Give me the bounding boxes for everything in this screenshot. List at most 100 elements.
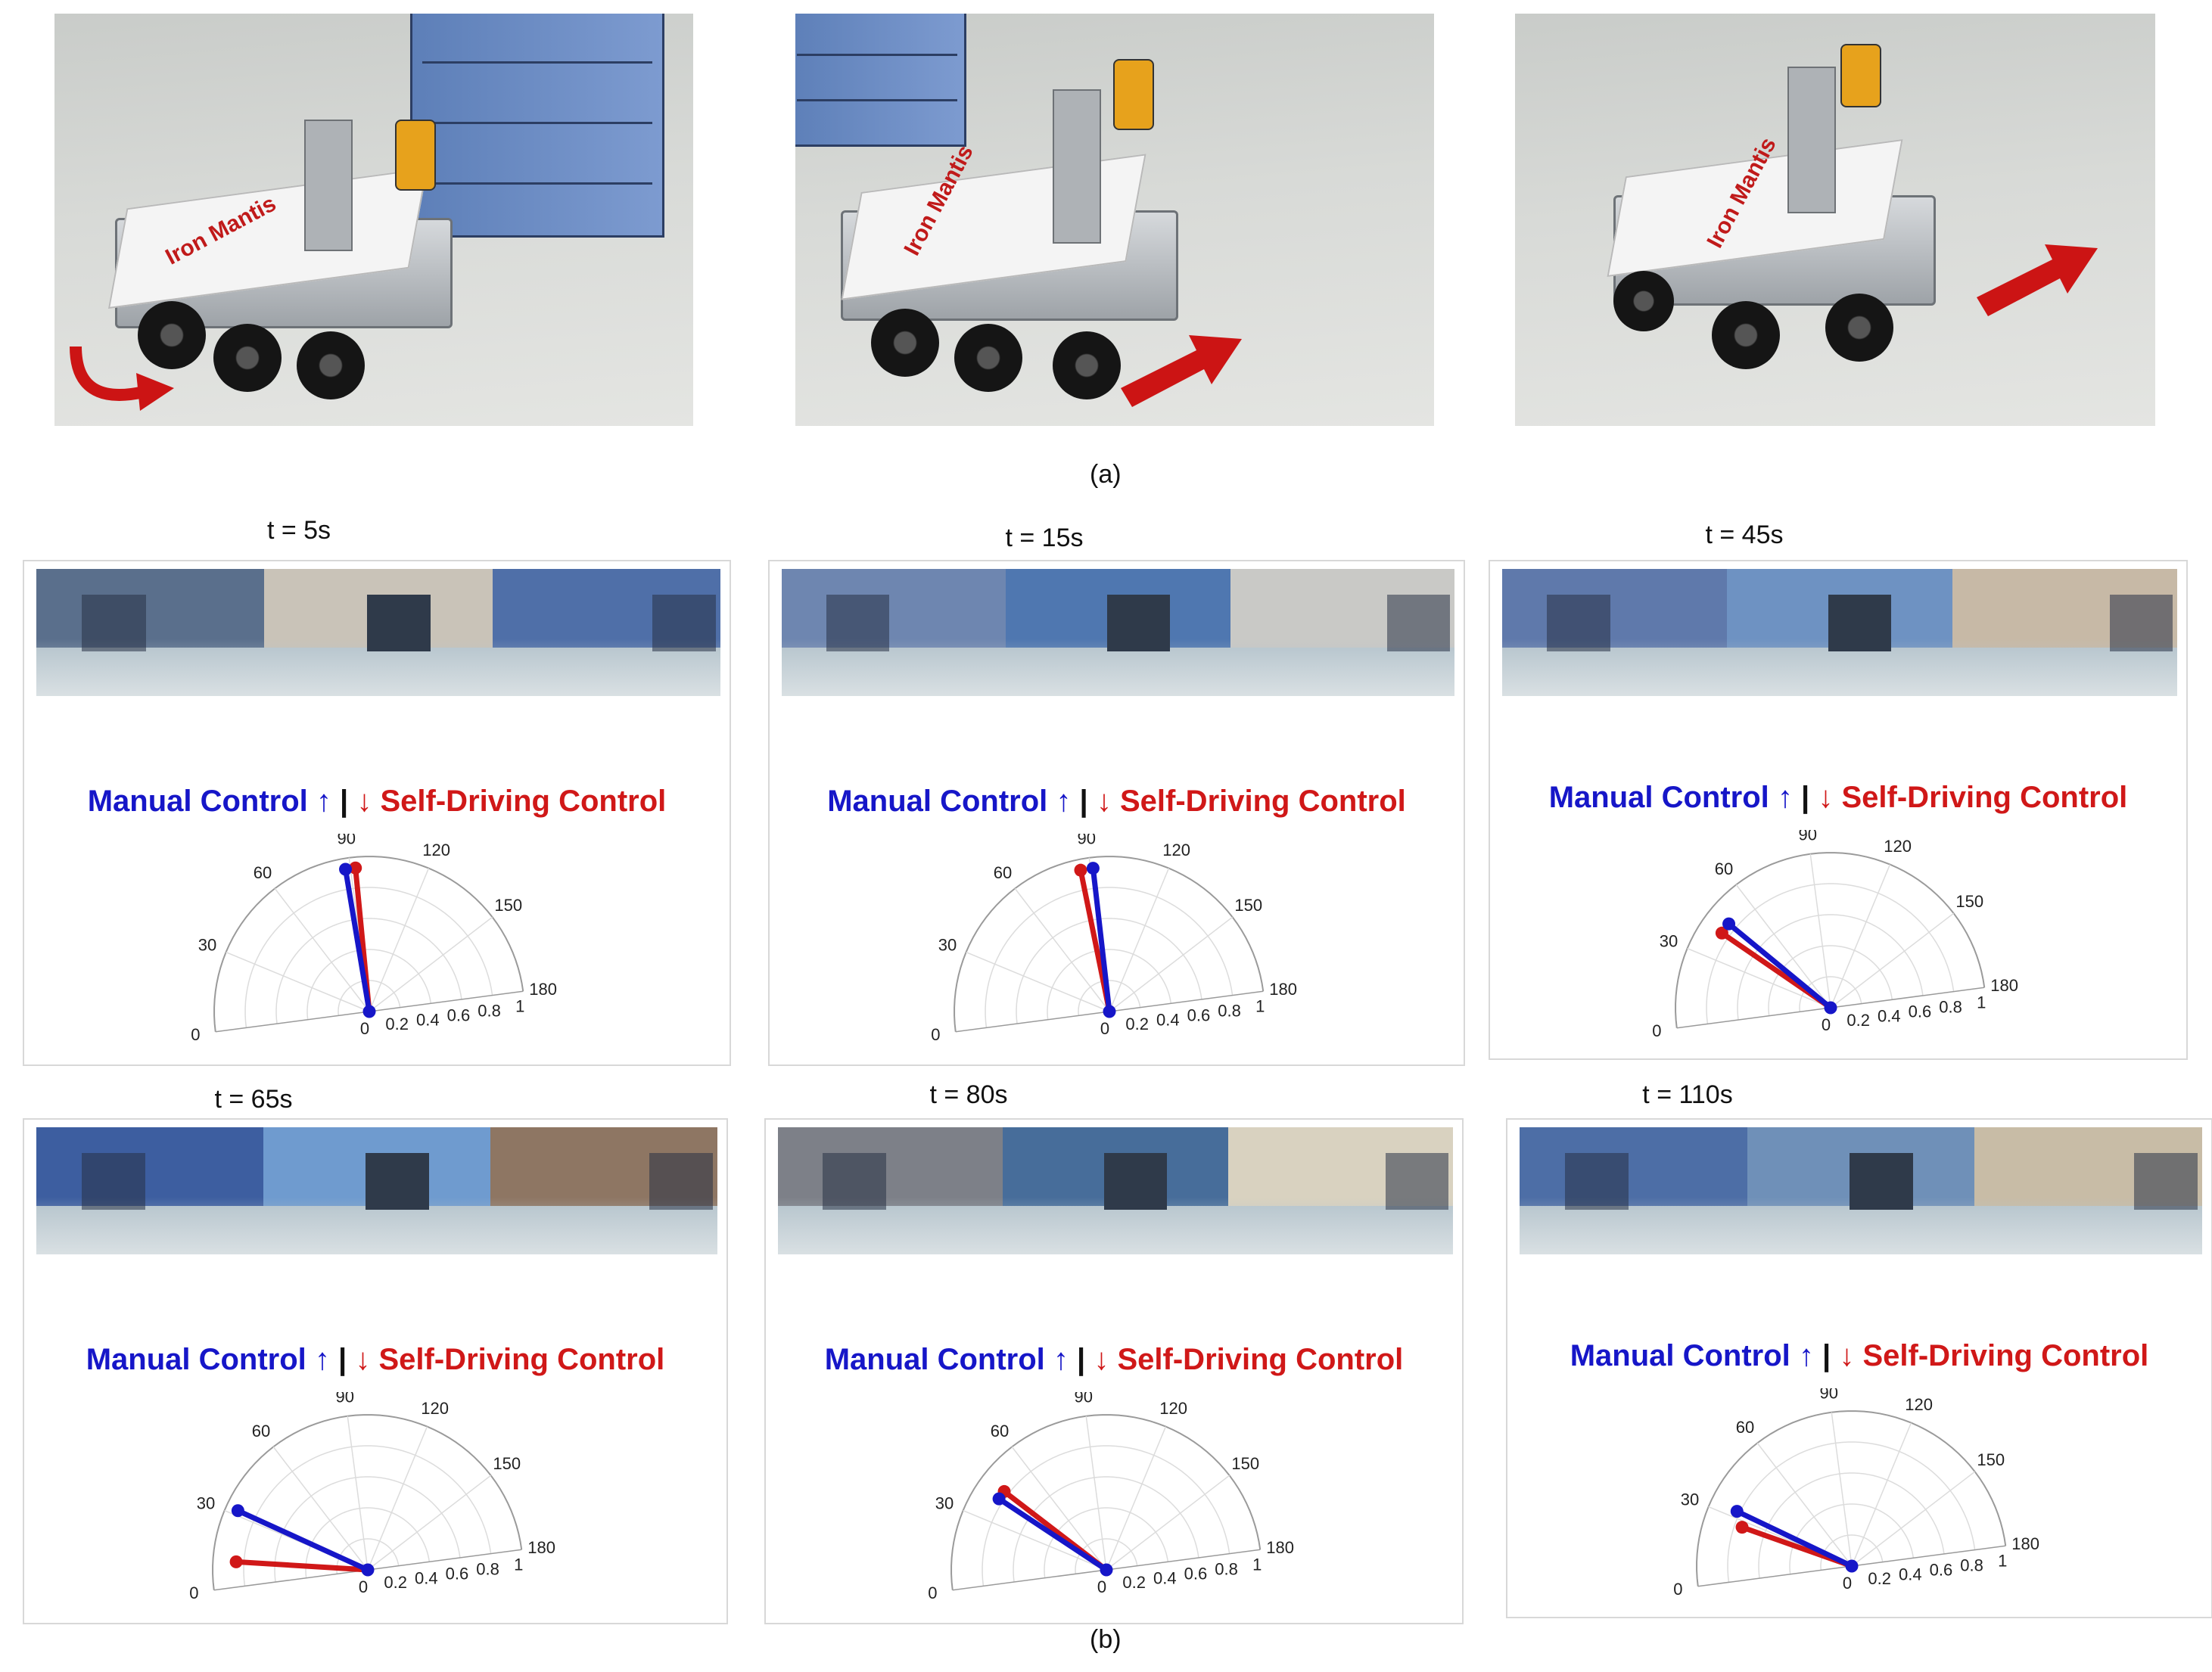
camera-frame: [36, 569, 265, 696]
camera-frame: [1227, 1127, 1453, 1254]
radius-tick-label: 0: [1100, 1019, 1109, 1038]
cabinet: [795, 14, 966, 147]
origin-point: [1103, 1005, 1115, 1018]
angle-tick-label: 90: [1077, 834, 1095, 847]
down-arrow-icon: ↓: [1094, 1343, 1109, 1376]
camera-strip: [36, 1127, 717, 1254]
angle-tick-label: 0: [931, 1025, 940, 1044]
radius-tick-label: 0.6: [446, 1564, 469, 1583]
angular-grid-line: [1676, 1007, 1831, 1029]
radius-tick-label: 0.8: [1218, 1002, 1241, 1021]
manual-control-label: Manual Control: [86, 1343, 306, 1376]
radius-tick-label: 0: [360, 1019, 369, 1038]
radius-tick-label: 0.2: [385, 1015, 409, 1033]
straight-arrow-icon: [1121, 335, 1242, 407]
angular-grid-line: [955, 1011, 1109, 1033]
polar-chart: 0 30 60 90 120 150 180 0 0.2 0.4 0.6 0.8 1: [1673, 1388, 2039, 1599]
angular-grid-line: [1697, 1565, 1853, 1587]
camera-frame: [492, 569, 720, 696]
self-driving-control-point: [1073, 863, 1087, 877]
legend-separator: |: [1801, 781, 1810, 814]
angular-grid-line: [1851, 1545, 2006, 1567]
radius-tick-label: 0.4: [1156, 1010, 1180, 1029]
self-driving-control-label: Self-Driving Control: [1120, 785, 1406, 818]
manual-control-point: [231, 1504, 244, 1518]
camera-frame: [782, 569, 1006, 696]
origin-point: [361, 1563, 375, 1577]
radius-tick-label: 1: [514, 1555, 523, 1574]
manual-control-point: [339, 862, 353, 876]
angle-tick-label: 120: [421, 1399, 449, 1418]
manual-control-label: Manual Control: [827, 785, 1048, 818]
angular-grid-line: [1830, 864, 1891, 1008]
control-legend: Manual Control ↑ | ↓ Self-Driving Contro…: [1507, 1339, 2211, 1373]
up-arrow-icon: ↑: [1777, 781, 1793, 814]
legend-separator: |: [340, 785, 349, 818]
time-label: t = 65s: [214, 1085, 293, 1114]
angular-grid-line: [1106, 1549, 1261, 1571]
camera-frame: [264, 569, 493, 696]
camera-frame: [490, 1127, 717, 1254]
angle-tick-label: 180: [1269, 980, 1297, 999]
radius-tick-label: 0.4: [1878, 1006, 1901, 1025]
robot-photo-2: Iron Mantis: [795, 14, 1434, 426]
polar-chart: 0 30 60 90 120 150 180 0 0.2 0.4 0.6 0.8 1: [928, 1392, 1294, 1602]
angular-grid-line: [952, 1569, 1107, 1591]
angle-tick-label: 120: [422, 841, 450, 859]
angular-grid-line: [1735, 884, 1831, 1008]
self-driving-control-point: [229, 1555, 243, 1568]
legend-separator: |: [1077, 1343, 1086, 1376]
up-arrow-icon: ↑: [316, 785, 331, 818]
camera-strip: [1502, 569, 2177, 696]
time-label: t = 45s: [1705, 521, 1784, 549]
radius-tick-label: 0: [1822, 1015, 1831, 1034]
radius-tick-label: 0.2: [1868, 1569, 1891, 1588]
radius-tick-label: 0.4: [415, 1568, 438, 1587]
time-label: t = 15s: [1005, 524, 1084, 552]
origin-point: [1824, 1001, 1837, 1015]
angular-grid-line: [1011, 1446, 1107, 1571]
legend-separator: |: [1079, 785, 1088, 818]
radius-tick-label: 0.8: [476, 1560, 499, 1579]
self-driving-control-vector: [233, 1559, 371, 1573]
control-legend: Manual Control ↑ | ↓ Self-Driving Contro…: [24, 1343, 726, 1377]
camera-frame: [1003, 1127, 1228, 1254]
angular-grid-line: [1830, 912, 1955, 1008]
angle-tick-label: 150: [493, 1454, 521, 1473]
angular-grid-line: [367, 1426, 428, 1571]
control-legend: Manual Control ↑ | ↓ Self-Driving Contro…: [770, 785, 1464, 819]
camera-frame: [263, 1127, 490, 1254]
angular-grid-line: [1106, 1475, 1230, 1571]
robot: Iron Mantis: [1598, 44, 1992, 392]
origin-point: [362, 1005, 376, 1018]
angle-tick-label: 60: [1736, 1418, 1754, 1437]
radius-tick-label: 0.4: [416, 1010, 440, 1029]
polar-panel: Manual Control ↑ | ↓ Self-Driving Contro…: [764, 1118, 1464, 1624]
angle-tick-label: 30: [938, 935, 956, 954]
radius-tick-label: 1: [1998, 1552, 2007, 1571]
angular-grid-line: [369, 868, 430, 1012]
radius-tick-label: 0: [1843, 1574, 1852, 1593]
polar-panel: Manual Control ↑ | ↓ Self-Driving Contro…: [23, 1118, 728, 1624]
radius-tick-label: 0.2: [1122, 1573, 1146, 1592]
down-arrow-icon: ↓: [1818, 781, 1834, 814]
camera-frame: [1502, 569, 1728, 696]
radius-tick-label: 0.6: [1187, 1005, 1210, 1024]
radius-tick-label: 0.8: [478, 1002, 501, 1021]
self-driving-control-label: Self-Driving Control: [380, 785, 667, 818]
angular-grid-line: [1809, 853, 1831, 1008]
camera-frame: [1952, 569, 2177, 696]
angle-tick-label: 150: [1977, 1450, 2005, 1469]
camera-strip: [782, 569, 1454, 696]
manual-control-vector: [235, 1508, 371, 1573]
down-arrow-icon: ↓: [1096, 785, 1112, 818]
time-label: t = 5s: [266, 516, 331, 545]
angular-grid-line: [1108, 868, 1169, 1012]
angle-tick-label: 150: [1231, 1454, 1259, 1473]
camera-frame: [1974, 1127, 2202, 1254]
caption-b: (b): [1090, 1625, 1122, 1654]
polar-chart: 0 30 60 90 120 150 180 0 0.2 0.4 0.6 0.8 1: [191, 834, 557, 1044]
angular-grid-line: [1106, 1426, 1167, 1571]
angular-grid-line: [1756, 1442, 1853, 1567]
radius-tick-label: 0.6: [1184, 1564, 1208, 1583]
